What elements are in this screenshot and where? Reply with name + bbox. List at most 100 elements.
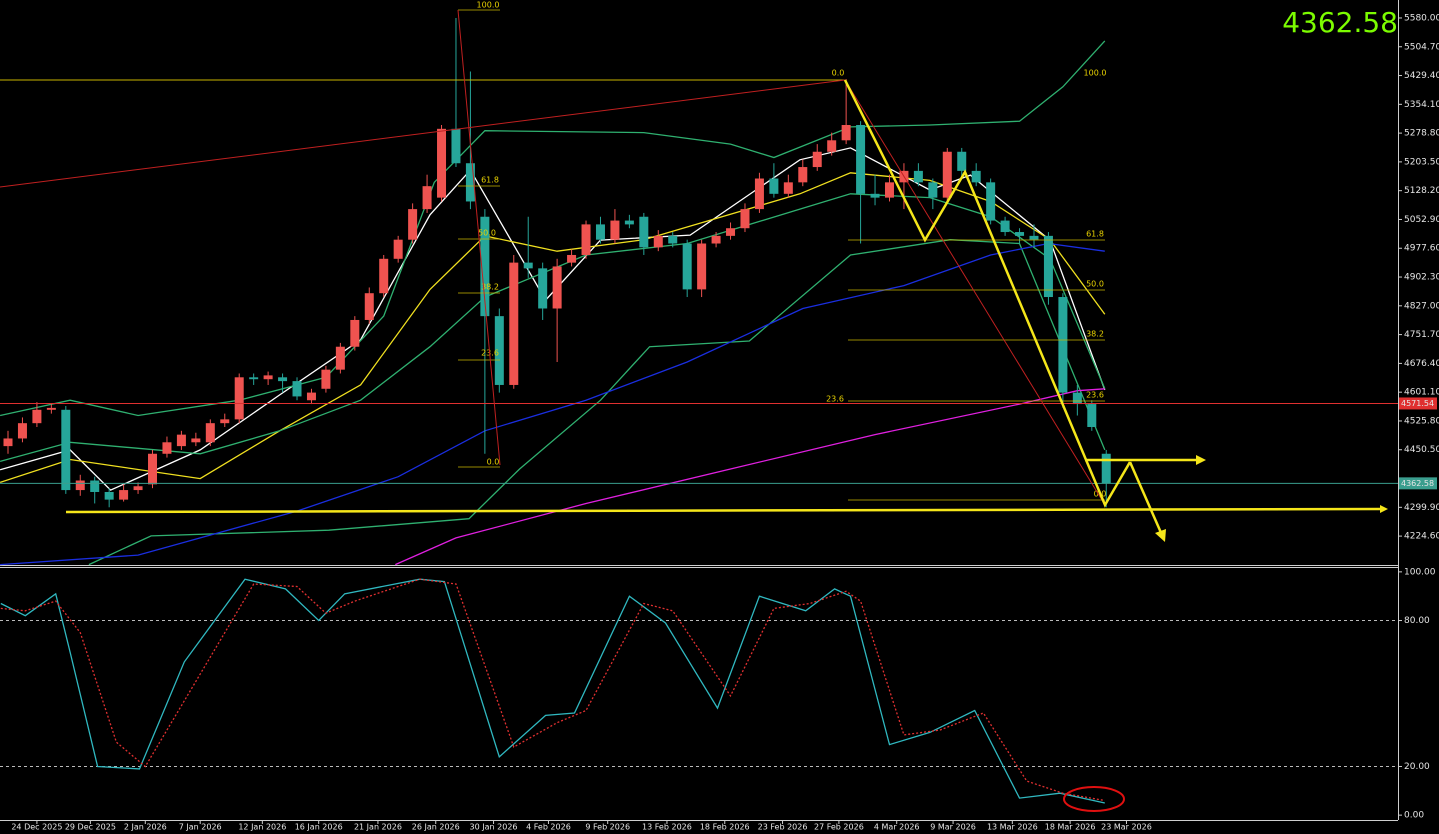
x-tick-label: 13 Feb 2026	[642, 823, 692, 832]
y-tick-label: 4299.90	[1404, 503, 1439, 513]
candle-body	[567, 254, 577, 263]
candle-body	[827, 140, 837, 152]
y-tick-label: 4525.80	[1404, 416, 1439, 426]
candle-body	[408, 209, 418, 240]
fib-label: 100.0	[1084, 69, 1107, 78]
indicator-line	[0, 578, 1105, 804]
y-tick-label: 4450.50	[1404, 445, 1439, 455]
y-tick-label: 4224.60	[1404, 532, 1439, 542]
candle-body	[90, 480, 100, 492]
candle-body	[162, 442, 172, 454]
candle-body	[783, 182, 793, 194]
candle-body	[856, 125, 866, 194]
trend-line	[457, 9, 501, 466]
indicator-line	[395, 388, 1105, 566]
price-tag	[1399, 477, 1437, 490]
indicator-line	[0, 40, 1106, 417]
x-tick-label: 9 Feb 2026	[585, 823, 630, 832]
candle-body	[3, 438, 13, 447]
x-tick-label: 7 Jan 2026	[179, 823, 222, 832]
arrow-head	[1155, 529, 1166, 542]
candle-body	[292, 381, 302, 397]
candle-body	[75, 480, 85, 491]
candle-body	[465, 163, 475, 202]
indicator-line	[0, 578, 1105, 802]
candle-body	[682, 243, 692, 290]
candle-body	[119, 490, 129, 500]
y-tick-label: 5052.90	[1404, 215, 1439, 225]
candle-body	[812, 151, 822, 168]
candle-body	[1029, 235, 1039, 240]
candle-body	[234, 377, 244, 420]
candle-body	[870, 193, 880, 198]
last-price: 4362.58	[1282, 6, 1398, 39]
candle-body	[639, 216, 649, 248]
y-tick-label: 4751.70	[1404, 330, 1439, 340]
y-tick-label: 4902.30	[1404, 273, 1439, 283]
y-tick-label: 4676.40	[1404, 359, 1439, 369]
candle-body	[913, 170, 923, 183]
candle-body	[595, 224, 605, 240]
candle-body	[191, 438, 201, 443]
candle-body	[32, 409, 42, 424]
candle-body	[624, 220, 634, 225]
drawings	[0, 9, 1388, 812]
candle-body	[176, 434, 186, 447]
y-tick-label: 20.00	[1404, 762, 1430, 772]
fib-label: 0.0	[487, 458, 500, 467]
trend-line	[0, 79, 846, 188]
arrow-head	[1380, 505, 1388, 513]
candle-body	[711, 235, 721, 244]
candle-body	[1015, 232, 1025, 236]
candle-body	[393, 239, 403, 259]
x-tick-label: 4 Mar 2026	[874, 823, 920, 832]
candle-body	[928, 182, 938, 198]
x-tick-label: 29 Dec 2025	[65, 823, 116, 832]
candle-body	[552, 266, 562, 309]
price-tag-label: 4571.54	[1401, 399, 1434, 408]
x-tick-label: 23 Feb 2026	[758, 823, 808, 832]
fib-label: 61.8	[481, 176, 499, 185]
candle-body	[841, 125, 851, 141]
fib-label: 100.0	[477, 1, 500, 10]
fib-label: 23.6	[826, 395, 844, 404]
fib-label: 50.0	[478, 229, 496, 238]
candle-body	[350, 319, 360, 347]
x-tick-label: 16 Jan 2026	[295, 823, 343, 832]
x-tick-label: 18 Mar 2026	[1045, 823, 1096, 832]
x-tick-label: 24 Dec 2025	[11, 823, 62, 832]
candle-body	[278, 377, 288, 382]
candle-body	[1101, 453, 1111, 484]
candle-body	[1072, 392, 1082, 405]
candle-body	[494, 316, 504, 385]
y-tick-label: 4977.60	[1404, 244, 1439, 254]
candle-body	[986, 182, 996, 221]
fib-label: 0.0	[832, 69, 845, 78]
candle-body	[249, 377, 259, 380]
y-tick-label: 4827.00	[1404, 301, 1439, 311]
candle-body	[321, 369, 331, 389]
x-tick-label: 23 Mar 2026	[1101, 823, 1152, 832]
fib-label: 61.8	[1086, 230, 1104, 239]
candle-body	[379, 258, 389, 294]
candle-body	[451, 128, 461, 164]
candle-body	[364, 293, 374, 320]
candle-body	[17, 423, 27, 439]
x-tick-label: 26 Jan 2026	[412, 823, 460, 832]
y-tick-label: 5278.80	[1404, 129, 1439, 139]
candle-body	[697, 243, 707, 290]
candle-body	[957, 151, 967, 171]
candle-body	[581, 224, 591, 255]
x-tick-label: 9 Mar 2026	[930, 823, 976, 832]
candle-body	[480, 216, 490, 317]
candle-body	[1058, 297, 1068, 393]
candle-body	[798, 167, 808, 183]
candle-body	[220, 419, 230, 424]
candle-body	[335, 346, 345, 370]
y-tick-label: 5354.10	[1404, 100, 1439, 110]
y-tick-label: 4601.10	[1404, 388, 1439, 398]
candle-body	[610, 220, 620, 240]
candle-body	[422, 186, 432, 210]
